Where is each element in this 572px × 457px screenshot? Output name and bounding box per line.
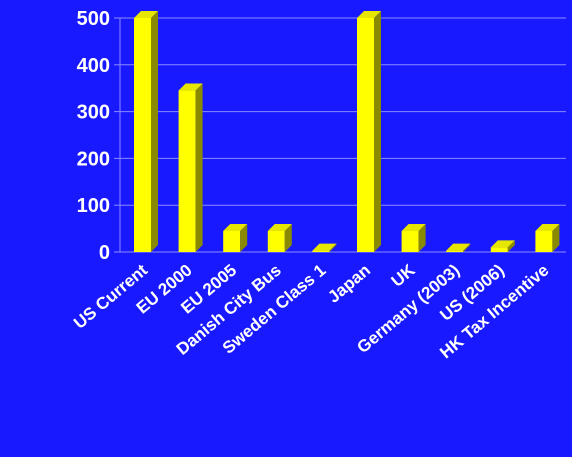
bar-front	[446, 250, 464, 252]
bar-side	[284, 223, 292, 252]
category-label: Japan	[324, 261, 374, 307]
bar-front	[134, 18, 151, 252]
bar-front	[267, 230, 285, 252]
bar-side	[507, 240, 515, 252]
bar-top	[134, 11, 158, 18]
bar-front	[223, 230, 241, 252]
y-tick-label: 0	[99, 242, 110, 264]
bar-top	[535, 223, 560, 231]
bar	[490, 240, 515, 252]
y-tick-label: 200	[77, 148, 110, 170]
bar-top	[357, 11, 381, 18]
bar-front	[312, 250, 330, 252]
bar	[134, 11, 158, 252]
bar-side	[240, 223, 248, 252]
bar-front	[490, 247, 508, 252]
bar	[312, 243, 337, 252]
bar-top	[446, 243, 471, 251]
bar-top	[178, 83, 203, 91]
axes	[114, 17, 121, 253]
bar-top	[490, 240, 515, 248]
y-tick-labels: 0 100 200 300 400 500	[77, 8, 110, 264]
bar-side	[329, 243, 337, 252]
bar-top	[401, 223, 426, 231]
y-tick-label: 100	[77, 195, 110, 217]
bar-side	[463, 243, 471, 252]
y-tick-label: 400	[77, 55, 110, 77]
bar-top	[223, 223, 248, 231]
bar-front	[357, 18, 374, 252]
bar	[357, 11, 381, 252]
bar-side	[418, 223, 426, 252]
bar-front	[535, 230, 553, 252]
y-tick-label: 300	[77, 102, 110, 124]
bar-side	[195, 83, 203, 252]
category-label: UK	[388, 260, 420, 291]
bar	[535, 223, 560, 252]
bar-side	[552, 223, 560, 252]
bars	[134, 11, 560, 252]
bar-side	[374, 11, 381, 252]
bar	[401, 223, 426, 252]
bar	[446, 243, 471, 252]
bar	[223, 223, 248, 252]
bar-side	[151, 11, 158, 252]
bar-front	[178, 90, 196, 252]
bar	[178, 83, 203, 252]
bar-top	[267, 223, 292, 231]
bar	[267, 223, 292, 252]
y-tick-label: 500	[77, 8, 110, 30]
bar-front	[401, 230, 419, 252]
bar-top	[312, 243, 337, 251]
